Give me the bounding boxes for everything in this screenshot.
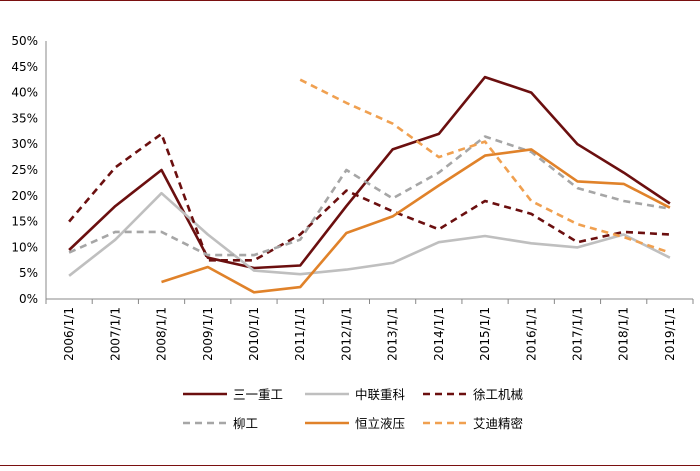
x-tick-label: 2008/1/1 — [155, 307, 169, 361]
legend-label: 艾迪精密 — [473, 416, 523, 431]
x-tick-label: 2007/1/1 — [108, 307, 122, 361]
series-line-5 — [161, 148, 671, 294]
y-tick-label: 20% — [11, 189, 38, 203]
legend-label: 中联重科 — [355, 387, 406, 402]
legend-label: 柳工 — [233, 416, 258, 431]
y-tick-label: 15% — [11, 215, 38, 229]
x-tick-marks — [45, 299, 694, 304]
y-tick-label: 40% — [11, 86, 38, 100]
x-tick-label: 2009/1/1 — [201, 307, 215, 361]
chart-axes — [45, 41, 693, 300]
x-tick-label: 2016/1/1 — [524, 307, 538, 361]
y-tick-label: 5% — [19, 266, 38, 280]
x-tick-label: 2010/1/1 — [247, 307, 261, 361]
x-tick-label: 2013/1/1 — [386, 307, 400, 361]
x-tick-label: 2014/1/1 — [432, 307, 446, 361]
series-line-6 — [299, 78, 671, 254]
series-line-1 — [68, 75, 671, 270]
x-tick-label: 2006/1/1 — [62, 307, 76, 361]
x-tick-label: 2017/1/1 — [570, 307, 584, 361]
y-tick-label: 30% — [11, 137, 38, 151]
x-tick-label: 2015/1/1 — [478, 307, 492, 361]
y-tick-label: 45% — [11, 60, 38, 74]
y-tick-label: 25% — [11, 163, 38, 177]
x-tick-label: 2019/1/1 — [663, 307, 677, 361]
x-tick-labels: 2006/1/1 2007/1/1 2008/1/1 2009/1/1 2010/1/1… — [62, 307, 677, 361]
legend-label: 恒立液压 — [355, 416, 405, 431]
y-tick-label: 35% — [11, 111, 38, 125]
series-line-3 — [68, 132, 670, 262]
x-tick-label: 2018/1/1 — [617, 307, 631, 361]
y-tick-labels: 0% 5% 10% 15% 20% 25% 30% 35% 40% 45% 50% — [11, 34, 38, 306]
legend-label: 三一重工 — [233, 387, 283, 402]
x-tick-label: 2011/1/1 — [293, 307, 307, 361]
x-tick-label: 2012/1/1 — [339, 307, 353, 361]
series-line-4 — [68, 135, 671, 257]
y-tick-label: 0% — [19, 292, 38, 306]
series-lines — [68, 75, 671, 294]
y-tick-label: 50% — [11, 34, 38, 48]
series-line-2 — [68, 191, 671, 277]
legend-label: 徐工机械 — [473, 387, 524, 402]
y-tick-label: 10% — [11, 240, 38, 254]
